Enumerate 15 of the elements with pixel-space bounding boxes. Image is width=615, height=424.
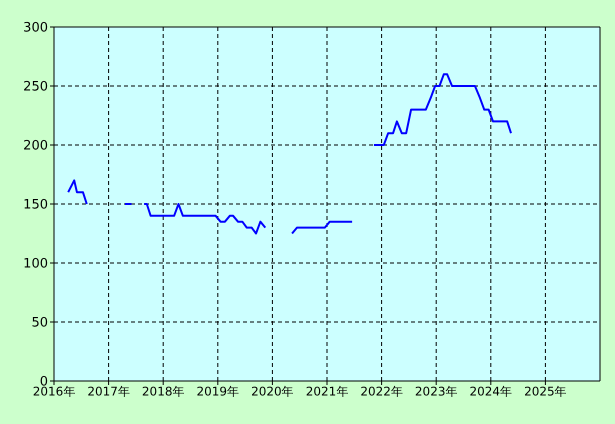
x-tick-label: 2024年: [470, 384, 512, 399]
x-tick-label: 2020年: [251, 384, 294, 399]
y-tick-label: 250: [23, 80, 48, 95]
x-tick-label: 2019年: [196, 384, 240, 399]
x-tick-label: 2023年: [414, 384, 458, 399]
y-tick-label: 200: [23, 138, 48, 154]
x-tick-label: 2018年: [142, 384, 184, 399]
y-tick-label: 150: [23, 198, 48, 213]
y-tick-label: 50: [31, 316, 48, 331]
x-tick-label: 2025年: [524, 384, 567, 399]
y-tick-label: 300: [23, 20, 48, 36]
x-tick-label: 2021年: [306, 384, 348, 399]
y-tick-label: 100: [23, 256, 48, 272]
x-tick-label: 2022年: [360, 384, 403, 399]
x-tick-label: 2017年: [87, 384, 130, 399]
